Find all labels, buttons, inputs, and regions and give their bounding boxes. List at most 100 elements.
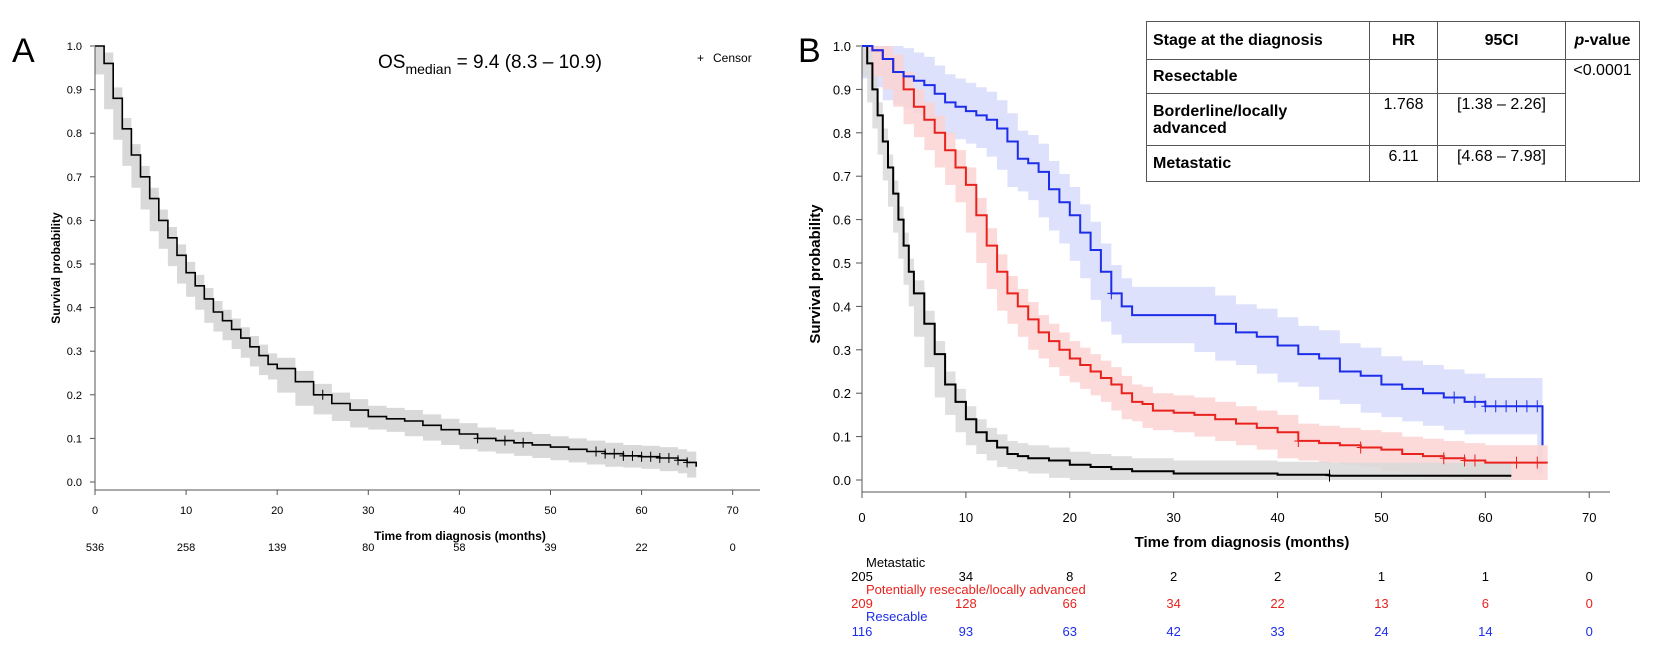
y-tick-label: 1.0 xyxy=(67,41,82,53)
hr-table-header-stage: Stage at the diagnosis xyxy=(1146,21,1370,60)
panel-a-censor-marks xyxy=(318,389,692,468)
y-tick-label: 0.7 xyxy=(833,169,851,184)
hr-table-stage-cell: Metastatic xyxy=(1146,145,1370,182)
resectable-censor-mark xyxy=(1491,400,1500,413)
risk-number: 22 xyxy=(635,542,647,554)
x-tick-label: 50 xyxy=(544,505,556,517)
x-tick-label: 50 xyxy=(1374,510,1388,525)
panel-a-risk-table: 536 258 139 80 58 39 22 0 xyxy=(86,542,736,554)
censor-mark xyxy=(674,455,683,466)
risk-number: 42 xyxy=(1166,624,1180,639)
hr-table-header-hr: HR xyxy=(1369,21,1438,60)
pvalue-suffix: -value xyxy=(1584,31,1631,49)
y-tick-label: 0.9 xyxy=(833,82,851,97)
panel-b-confidence-bands xyxy=(862,46,1548,480)
resectable-survival-curve xyxy=(862,45,1544,446)
x-tick-label: 0 xyxy=(92,505,98,517)
censor-legend-label: Censor xyxy=(713,51,752,65)
panel-a-confidence-band xyxy=(95,46,697,478)
risk-number: 116 xyxy=(852,624,873,639)
x-tick-label: 60 xyxy=(635,505,647,517)
risk-number: 2 xyxy=(1170,569,1177,584)
censor-mark xyxy=(619,450,628,461)
risk-number: 24 xyxy=(1374,624,1388,639)
risk-number: 139 xyxy=(268,542,286,554)
y-tick-label: 1.0 xyxy=(833,39,851,54)
y-tick-label: 0.5 xyxy=(67,259,82,271)
x-tick-label: 70 xyxy=(1582,510,1596,525)
risk-number: 0 xyxy=(1586,624,1593,639)
risk-number: 13 xyxy=(1374,596,1388,611)
censor-mark xyxy=(592,446,601,457)
hr-table-pvalue-cell: <0.0001 xyxy=(1565,59,1640,182)
borderline-censor-mark xyxy=(1356,441,1365,454)
hr-table-hr-cell xyxy=(1369,59,1438,94)
risk-number: 1 xyxy=(1378,569,1385,584)
y-tick-label: 0.2 xyxy=(833,386,851,401)
resectable-confidence-band xyxy=(862,46,1543,474)
resectable-censor-mark xyxy=(1522,400,1531,413)
panel-a-curves xyxy=(95,45,697,467)
censor-mark xyxy=(473,433,482,444)
risk-number: 0 xyxy=(1586,569,1593,584)
risk-number: 66 xyxy=(1063,596,1077,611)
os-label: OS xyxy=(378,52,405,73)
y-tick-label: 0.4 xyxy=(67,303,82,315)
borderline-censor-mark xyxy=(1439,452,1448,465)
resectable-censor-mark xyxy=(1450,391,1459,404)
y-tick-label: 0.5 xyxy=(833,256,851,271)
panel-a-axes xyxy=(94,47,760,491)
panel-a-letter: A xyxy=(12,32,35,70)
hr-table-stage-cell: Borderline/locally advanced xyxy=(1146,93,1370,146)
censor-mark xyxy=(318,389,327,400)
censor-mark xyxy=(683,457,692,468)
x-tick-label: 60 xyxy=(1478,510,1492,525)
risk-number: 209 xyxy=(851,596,873,611)
resectable-censor-mark xyxy=(1533,400,1542,413)
hr-table-row: Resectable <0.0001 xyxy=(1146,59,1640,182)
risk-number: 14 xyxy=(1478,624,1492,639)
panel-a: A 0 10 20 30 40 50 60 70 0.00.10.20.30.40.50.60… xyxy=(12,32,760,554)
panel-b-letter: B xyxy=(798,32,821,70)
x-tick-label: 40 xyxy=(453,505,465,517)
risk-number: 80 xyxy=(362,542,374,554)
overall-survival-curve xyxy=(95,45,697,467)
risk-number: 2 xyxy=(1274,569,1281,584)
y-tick-label: 0.3 xyxy=(833,343,851,358)
metastatic-survival-curve xyxy=(862,45,1512,477)
risk-number: 34 xyxy=(1166,596,1180,611)
borderline-censor-mark xyxy=(1470,454,1479,467)
censor-mark xyxy=(628,450,637,461)
risk-number: 34 xyxy=(959,569,973,584)
resectable-censor-mark xyxy=(1502,400,1511,413)
risk-number: 22 xyxy=(1270,596,1284,611)
hr-table-hr-cell: 6.11 xyxy=(1369,145,1438,182)
risk-number: 258 xyxy=(177,542,195,554)
y-tick-label: 0.9 xyxy=(67,85,82,97)
y-tick-label: 0.6 xyxy=(833,213,851,228)
os-value: = 9.4 (8.3 – 10.9) xyxy=(451,52,602,73)
risk-number: 0 xyxy=(1586,596,1593,611)
y-tick-label: 0.0 xyxy=(67,477,82,489)
hr-table-hr-cell: 1.768 xyxy=(1369,93,1438,146)
borderline-confidence-band xyxy=(862,46,1548,480)
resectable-censor-mark xyxy=(1481,400,1490,413)
resectable-censor-mark xyxy=(1470,395,1479,408)
x-tick-label: 30 xyxy=(1166,510,1180,525)
censor-mark xyxy=(601,448,610,459)
y-tick-label: 0.1 xyxy=(833,430,851,445)
panel-b-x-ticks: 0 10 20 30 40 50 60 70 xyxy=(858,492,1596,525)
y-tick-label: 0.2 xyxy=(67,390,82,402)
x-tick-label: 30 xyxy=(362,505,374,517)
x-tick-label: 10 xyxy=(180,505,192,517)
resectable-censor-mark xyxy=(1107,287,1116,300)
risk-number: 58 xyxy=(453,542,465,554)
p-italic: p xyxy=(1574,31,1585,49)
y-tick-label: 0.0 xyxy=(833,473,851,488)
hr-table-header-row: Stage at the diagnosis HR 95CI p-value xyxy=(1146,21,1640,60)
hr-table-header-pvalue: p-value xyxy=(1565,21,1640,60)
risk-number: 1 xyxy=(1482,569,1489,584)
risk-number: 63 xyxy=(1063,624,1077,639)
y-tick-label: 0.4 xyxy=(833,299,851,314)
risk-number: 8 xyxy=(1066,569,1073,584)
